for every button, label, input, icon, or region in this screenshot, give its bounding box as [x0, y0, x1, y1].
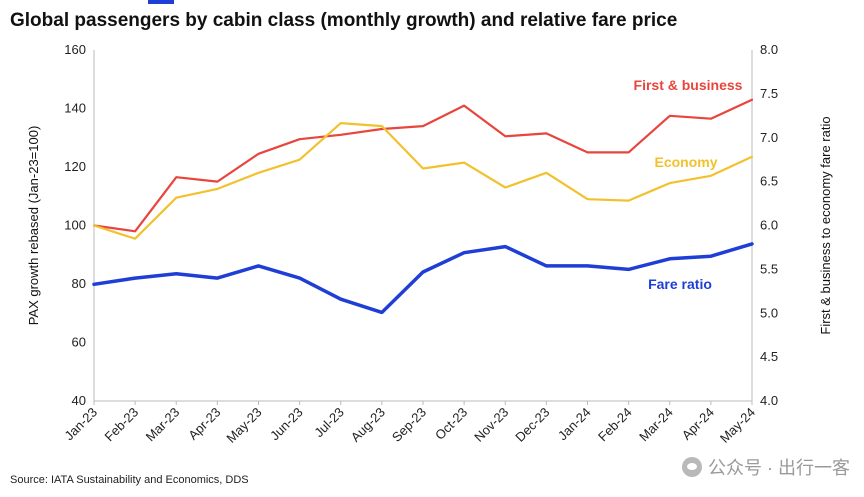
- watermark-text: 公众号 · 出行一客: [708, 458, 850, 478]
- y-tick-label: 80: [72, 276, 86, 291]
- y2-tick-label: 6.0: [760, 218, 778, 233]
- x-tick-label: Dec-23: [512, 405, 552, 445]
- x-tick-label: Jan-23: [61, 405, 100, 444]
- x-tick-label: Jul-23: [311, 405, 347, 441]
- series-label-economy: Economy: [654, 154, 717, 170]
- wechat-logo-icon: [682, 457, 702, 477]
- chart-title: Global passengers by cabin class (monthl…: [10, 10, 678, 31]
- y2-tick-label: 7.5: [760, 86, 778, 101]
- y2-tick-label: 6.5: [760, 174, 778, 189]
- series-labels: First & business Economy Fare ratio: [634, 77, 743, 292]
- series-lines: [92, 98, 754, 315]
- watermark: 公众号 · 出行一客: [682, 454, 850, 480]
- title-accent-bar: [148, 0, 174, 4]
- y2-tick-label: 5.0: [760, 305, 778, 320]
- source-note: Source: IATA Sustainability and Economic…: [10, 474, 249, 486]
- x-tick-label: May-23: [223, 405, 264, 446]
- y-tick-label: 120: [64, 159, 86, 174]
- x-tick-label: Aug-23: [348, 405, 388, 445]
- y-tick-label: 60: [72, 335, 86, 350]
- y2-tick-label: 8.0: [760, 42, 778, 57]
- x-tick-label: Jun-23: [267, 405, 306, 444]
- series-line-fare-ratio: [92, 242, 754, 315]
- x-tick-label: Mar-24: [636, 405, 676, 445]
- series-label-first-business: First & business: [634, 77, 743, 93]
- series-line-economy: [92, 121, 754, 240]
- x-tick-label: Apr-23: [185, 405, 223, 443]
- y2-tick-label: 7.0: [760, 130, 778, 145]
- y2-tick-label: 5.5: [760, 261, 778, 276]
- y2-tick-label: 4.0: [760, 393, 778, 408]
- x-tick-label: Nov-23: [471, 405, 511, 445]
- x-tick-label: May-24: [717, 405, 758, 446]
- y-tick-label: 160: [64, 42, 86, 57]
- x-tick-label: Feb-24: [595, 405, 635, 445]
- x-tick-label: Feb-23: [102, 405, 142, 445]
- x-tick-label: Apr-24: [679, 405, 717, 443]
- axes: 40 60 80 100 120 140 160 4.0 4.5 5.0 5.5 6.0 6.5 7.0 7…: [26, 42, 833, 446]
- x-tick-label: Sep-23: [389, 405, 429, 445]
- x-tick-label: Oct-23: [432, 405, 470, 443]
- y-tick-label: 40: [72, 393, 86, 408]
- y-tick-label: 140: [64, 101, 86, 116]
- x-tick-label: Jan-24: [555, 405, 594, 444]
- x-tick-label: Mar-23: [143, 405, 183, 445]
- series-label-fare-ratio: Fare ratio: [648, 276, 712, 292]
- y-axis-title: PAX growth rebased (Jan-23=100): [26, 126, 41, 326]
- y2-axis-title: First & business to economy fare ratio: [818, 116, 833, 334]
- y-tick-label: 100: [64, 218, 86, 233]
- y2-tick-label: 4.5: [760, 349, 778, 364]
- series-line-first-business: [92, 98, 754, 233]
